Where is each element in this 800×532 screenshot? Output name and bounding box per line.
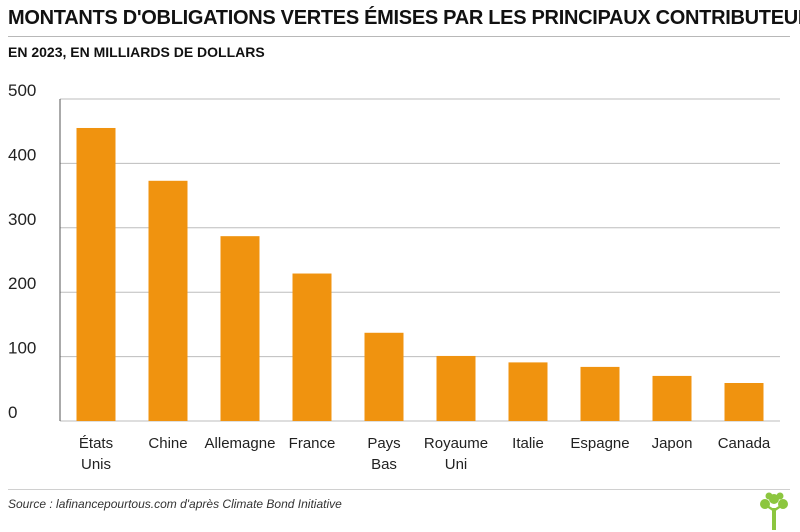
tree-icon <box>760 492 788 530</box>
source-note: Source : lafinancepourtous.com d'après C… <box>8 497 342 511</box>
y-tick-label: 0 <box>8 403 17 422</box>
chart-subtitle: EN 2023, EN MILLIARDS DE DOLLARS <box>8 44 265 60</box>
x-tick-label: Japon <box>652 435 693 452</box>
bar-1 <box>76 127 116 421</box>
y-tick-label: 300 <box>8 210 36 229</box>
bar-4 <box>292 273 332 421</box>
x-tick-label: États Unis <box>79 435 113 473</box>
bar-7 <box>508 362 548 421</box>
bar-5 <box>364 332 404 421</box>
x-tick-label: Italie <box>512 435 544 452</box>
footer-divider <box>8 489 790 490</box>
chart-title: MONTANTS D'OBLIGATIONS VERTES ÉMISES PAR… <box>8 7 800 29</box>
bar-8 <box>580 366 620 421</box>
x-tick-label: Canada <box>718 435 771 452</box>
x-tick-label: France <box>289 435 336 452</box>
bar-2 <box>148 180 188 421</box>
y-tick-label: 400 <box>8 145 36 164</box>
x-tick-label: Pays Bas <box>367 435 400 473</box>
bar-6 <box>436 355 476 421</box>
x-tick-label: Espagne <box>570 435 629 452</box>
x-tick-label: Chine <box>148 435 187 452</box>
y-tick-label: 200 <box>8 274 36 293</box>
bar-chart: 0 100 200 300 400 500 États Unis Chine Allemagne F… <box>8 81 780 473</box>
y-tick-label: 500 <box>8 81 36 100</box>
bar-10 <box>724 383 764 421</box>
y-tick-label: 100 <box>8 339 36 358</box>
title-divider <box>8 36 790 37</box>
x-tick-label: Allemagne <box>205 435 276 452</box>
bar-3 <box>220 236 260 421</box>
bar-9 <box>652 375 692 421</box>
x-tick-label: Royaume Uni <box>424 435 488 473</box>
